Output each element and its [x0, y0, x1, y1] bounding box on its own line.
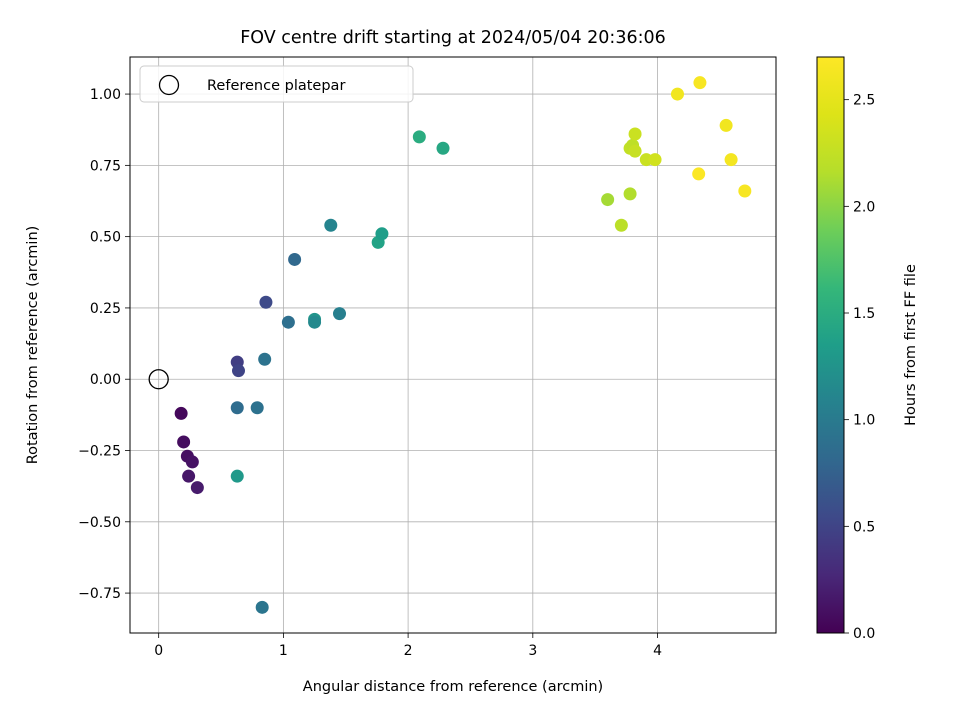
data-point	[230, 401, 244, 415]
x-axis-label: Angular distance from reference (arcmin)	[303, 679, 603, 695]
data-point	[670, 87, 684, 101]
reference-marker-group	[148, 369, 169, 390]
colorbar-tick-label: 0.5	[853, 519, 875, 535]
data-point	[738, 184, 752, 198]
data-point	[719, 118, 733, 132]
data-point	[614, 218, 628, 232]
data-point	[375, 227, 389, 241]
data-point	[333, 307, 347, 321]
data-point	[174, 406, 188, 420]
data-point	[281, 315, 295, 329]
data-point	[693, 76, 707, 90]
colorbar-tick-label: 1.0	[853, 413, 875, 429]
data-point	[258, 352, 272, 366]
x-tick-label: 2	[404, 643, 413, 659]
data-point	[177, 435, 191, 449]
colorbar-tick-label: 0.0	[853, 626, 875, 642]
data-point	[288, 252, 302, 266]
legend-box	[139, 65, 414, 103]
data-point	[231, 364, 245, 378]
y-tick-label: −0.50	[78, 515, 121, 531]
y-tick-label: −0.25	[78, 444, 121, 460]
axes	[129, 56, 777, 634]
y-tick-label: 0.25	[90, 301, 121, 317]
x-tick-label: 3	[528, 643, 537, 659]
colorbar-tick-label: 2.5	[853, 93, 875, 109]
data-point	[628, 127, 642, 141]
data-point	[412, 130, 426, 144]
data-point	[259, 295, 273, 309]
reference-marker	[148, 369, 169, 390]
x-tick-label: 1	[279, 643, 288, 659]
data-point	[601, 193, 615, 207]
data-point	[230, 469, 244, 483]
data-point	[182, 469, 196, 483]
x-tick-label: 4	[653, 643, 662, 659]
y-tick-label: 1.00	[90, 87, 121, 103]
y-tick-label: 0.00	[90, 372, 121, 388]
grid-lines	[130, 57, 776, 633]
data-point	[628, 144, 642, 158]
y-axis-label: Rotation from reference (arcmin)	[25, 226, 41, 465]
data-point	[623, 187, 637, 201]
colorbar-label: Hours from first FF file	[903, 264, 919, 426]
data-point	[692, 167, 706, 181]
data-points	[174, 76, 752, 614]
data-point	[190, 481, 204, 495]
data-point	[648, 153, 662, 167]
data-point	[324, 218, 338, 232]
colorbar-gradient	[816, 56, 845, 634]
data-point	[255, 600, 269, 614]
data-point	[250, 401, 264, 415]
colorbar-tick-label: 1.5	[853, 306, 875, 322]
data-point	[308, 315, 322, 329]
y-tick-label: 0.50	[90, 230, 121, 246]
colorbar-tick-label: 2.0	[853, 199, 875, 215]
chart-title: FOV centre drift starting at 2024/05/04 …	[240, 28, 666, 48]
data-point	[724, 153, 738, 167]
legend-label: Reference platepar	[207, 78, 345, 94]
data-point	[436, 141, 450, 155]
legend: Reference platepar	[139, 65, 414, 103]
x-tick-label: 0	[154, 643, 163, 659]
plot-frame	[129, 56, 777, 634]
legend-marker	[158, 74, 180, 96]
colorbar: 0.0 0.5 1.0 1.5 2.0 2.5	[816, 56, 875, 642]
y-tick-label: 0.75	[90, 158, 121, 174]
y-tick-label: −0.75	[78, 586, 121, 602]
data-point	[185, 455, 199, 469]
tick-marks: 0 1 2 3 4 −0.75 −0.50 −0.25 0.00 0.25 0.50 0.75 1.00	[78, 87, 662, 659]
